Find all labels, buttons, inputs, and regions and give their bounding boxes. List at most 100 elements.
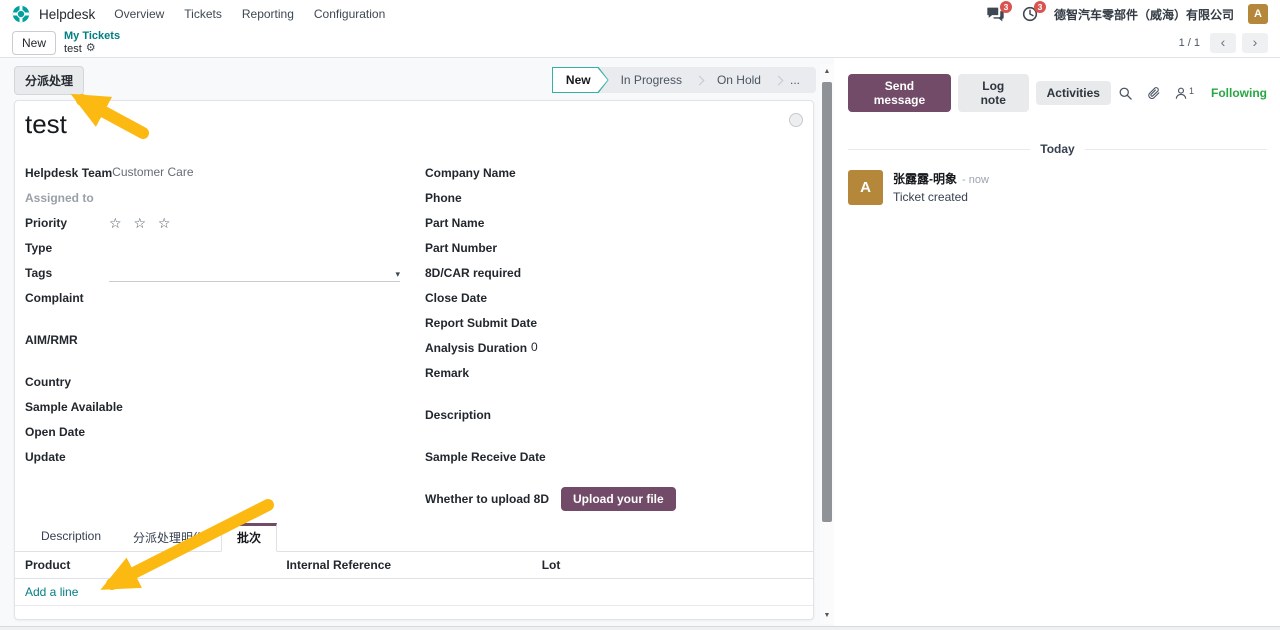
form-header: 分派处理 New In Progress On Hold ...: [14, 65, 816, 95]
form-scrollbar[interactable]: ▲ ▼: [820, 64, 834, 624]
field-label: Report Submit Date: [425, 316, 538, 330]
column-lot[interactable]: Lot: [533, 552, 813, 579]
field-value[interactable]: [123, 399, 413, 415]
navbar-left: Helpdesk Overview Tickets Reporting Conf…: [12, 5, 385, 23]
field-value[interactable]: [531, 290, 813, 306]
field-value[interactable]: [109, 190, 413, 206]
field-value[interactable]: [531, 190, 813, 206]
menu-configuration[interactable]: Configuration: [313, 7, 386, 21]
table-row: [15, 605, 813, 628]
field-label: Country: [25, 375, 71, 389]
statusbar: New In Progress On Hold ...: [551, 67, 816, 93]
field-value[interactable]: [109, 449, 413, 465]
field-value[interactable]: [531, 265, 813, 281]
column-product[interactable]: Product: [15, 552, 279, 579]
scrollbar-thumb[interactable]: [822, 82, 832, 522]
chevron-down-icon[interactable]: ▾: [395, 269, 400, 279]
field-label: Complaint: [25, 291, 84, 305]
following-toggle[interactable]: Following: [1211, 86, 1267, 100]
field-value[interactable]: Customer Care: [112, 165, 194, 179]
column-internal-reference[interactable]: Internal Reference: [278, 552, 534, 579]
gear-icon[interactable]: ⚙: [85, 42, 96, 55]
field-value[interactable]: [531, 165, 813, 181]
ticket-title[interactable]: test: [25, 109, 67, 139]
field-value[interactable]: [109, 424, 413, 440]
field-value[interactable]: [531, 240, 813, 256]
field-value[interactable]: [109, 240, 413, 256]
pager-next-icon[interactable]: ›: [1242, 32, 1268, 53]
new-button[interactable]: New: [12, 30, 57, 55]
helpdesk-logo-icon[interactable]: [12, 5, 30, 23]
field-aim-rmr: AIM/RMR: [25, 332, 413, 357]
menu-overview[interactable]: Overview: [114, 7, 165, 21]
tags-input[interactable]: ▾: [109, 265, 400, 282]
pager-previous-icon[interactable]: ‹: [1210, 32, 1236, 53]
breadcrumb-parent[interactable]: My Tickets: [64, 29, 121, 42]
message-body: Ticket created: [893, 190, 968, 204]
field-value[interactable]: [531, 407, 813, 423]
field-value[interactable]: [109, 290, 413, 306]
menu-tickets[interactable]: Tickets: [184, 7, 222, 21]
user-avatar[interactable]: A: [1248, 4, 1268, 24]
field-sample-available: Sample Available: [25, 399, 413, 424]
search-icon[interactable]: [1118, 86, 1133, 101]
scroll-down-icon[interactable]: ▼: [823, 612, 831, 619]
divider-line: [848, 148, 1031, 150]
notebook-tabs: Description 分派处理明细 批次: [15, 523, 813, 552]
chatter-toolbar: Send message Log note Activities 1 Follo…: [848, 74, 1267, 112]
fields-right-column: Company Name Phone Part Name Part Number: [425, 165, 813, 516]
field-value[interactable]: [109, 332, 413, 348]
messages-badge: 3: [999, 1, 1012, 13]
form-area: 分派处理 New In Progress On Hold ... test: [0, 58, 836, 630]
followers-icon[interactable]: 1: [1174, 86, 1194, 100]
company-switcher[interactable]: 德智汽车零部件（威海）有限公司: [1053, 7, 1234, 22]
tab-dispatch-detail[interactable]: 分派处理明细: [133, 531, 206, 545]
upload-file-button[interactable]: Upload your file: [561, 487, 676, 511]
menu-reporting[interactable]: Reporting: [241, 7, 294, 21]
field-tags: Tags ▾: [25, 265, 413, 290]
tab-batch[interactable]: 批次: [221, 523, 278, 552]
field-country: Country: [25, 374, 413, 399]
field-label: Remark: [425, 366, 470, 380]
avatar[interactable]: A: [848, 170, 883, 205]
field-value[interactable]: [537, 315, 813, 331]
activities-clock-icon[interactable]: 3: [1020, 1, 1046, 23]
field-label: 8D/CAR required: [425, 266, 522, 280]
activities-button[interactable]: Activities: [1035, 81, 1111, 105]
status-separator-icon: [773, 75, 784, 85]
status-more[interactable]: ...: [789, 73, 800, 87]
field-value[interactable]: [109, 374, 413, 390]
field-value[interactable]: [531, 215, 813, 231]
add-a-line-link[interactable]: Add a line: [25, 585, 79, 599]
status-new-label: New: [565, 73, 591, 87]
tab-description[interactable]: Description: [41, 529, 102, 543]
kanban-state-icon[interactable]: [789, 113, 803, 127]
scroll-up-icon[interactable]: ▲: [823, 68, 831, 75]
priority-stars-icon[interactable]: ☆ ☆ ☆: [109, 215, 175, 231]
field-label: Part Name: [425, 216, 485, 230]
field-remark: Remark: [425, 365, 813, 390]
message-author[interactable]: 张露露-明象: [893, 172, 957, 186]
paperclip-icon[interactable]: [1146, 86, 1161, 101]
app-name[interactable]: Helpdesk: [39, 6, 96, 22]
field-label: Company Name: [425, 166, 516, 180]
breadcrumb-current: test: [64, 42, 82, 55]
status-new[interactable]: New: [552, 67, 609, 93]
status-on-hold[interactable]: On Hold: [716, 73, 761, 87]
field-value[interactable]: 0: [531, 340, 538, 354]
status-in-progress[interactable]: In Progress: [620, 73, 682, 87]
field-assigned-to: Assigned to: [25, 190, 413, 215]
log-note-button[interactable]: Log note: [957, 74, 1029, 112]
field-value[interactable]: [546, 449, 813, 465]
send-message-button[interactable]: Send message: [848, 74, 951, 112]
divider-label: Today: [1040, 142, 1075, 156]
field-label: Priority: [25, 216, 68, 230]
pager-count: 1 / 1: [1178, 36, 1200, 49]
horizontal-scrollbar[interactable]: [0, 626, 1280, 630]
messages-icon[interactable]: 3: [986, 1, 1012, 23]
top-navbar: Helpdesk Overview Tickets Reporting Conf…: [0, 0, 1280, 28]
dispatch-handle-button[interactable]: 分派处理: [14, 65, 85, 95]
field-open-date: Open Date: [25, 424, 413, 449]
field-value[interactable]: [531, 365, 813, 381]
